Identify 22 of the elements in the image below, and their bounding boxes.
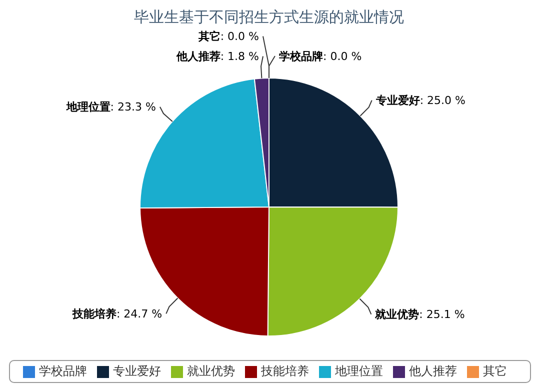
text: : 0.0 % bbox=[220, 30, 259, 44]
legend-label: 其它 bbox=[483, 364, 507, 378]
legend-label: 他人推荐 bbox=[409, 364, 457, 378]
legend-label: 技能培养 bbox=[261, 364, 309, 378]
data-label: : 23.3 % bbox=[110, 100, 156, 114]
legend-label: 地理位置 bbox=[335, 364, 383, 378]
legend-label: 专业爱好 bbox=[113, 364, 161, 378]
category-label: 学校品牌 bbox=[279, 50, 323, 63]
slice-label: 专业爱好 bbox=[374, 94, 420, 108]
slice-label: 他人推荐 bbox=[175, 50, 220, 64]
data-label: : 1.8 % bbox=[220, 50, 259, 64]
category-label: 其它 bbox=[198, 30, 220, 44]
data-label: : 25.0 % bbox=[420, 94, 466, 108]
data-label: : 24.7 % bbox=[116, 308, 162, 321]
slice-label: 地理位置 bbox=[65, 100, 110, 114]
chart-title: 毕业生基于不同招生方式生源的就业情况 bbox=[133, 8, 405, 27]
text: : 0.0 % bbox=[323, 50, 362, 63]
legend-label: 学校品牌 bbox=[39, 364, 87, 378]
legend-label: 就业优势 bbox=[187, 364, 235, 378]
slice-label: 技能培养 bbox=[71, 308, 116, 321]
data-label: : 25.1 % bbox=[419, 308, 465, 322]
slice-label: 就业优势 bbox=[374, 308, 420, 322]
